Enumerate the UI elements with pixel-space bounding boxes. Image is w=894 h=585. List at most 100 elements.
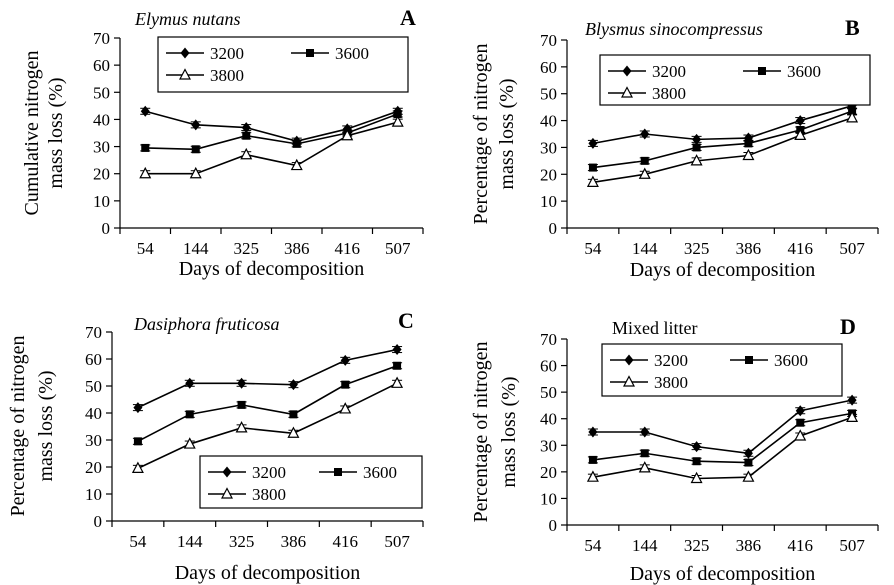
y-tick-label: 60 xyxy=(85,350,102,369)
legend-label-3600: 3600 xyxy=(363,463,397,482)
point-3200-144 xyxy=(191,119,201,131)
x-axis-label: Days of decomposition xyxy=(630,563,816,585)
legend-marker-3600 xyxy=(745,356,753,364)
legend-marker-3800 xyxy=(621,86,633,98)
point-3800-386 xyxy=(290,158,303,171)
point-3200-325 xyxy=(692,441,702,453)
y-tick-label: 0 xyxy=(549,219,558,238)
legend: 3200 3600 3800 xyxy=(601,343,843,397)
point-3600-507 xyxy=(393,110,402,118)
series-line-3600 xyxy=(592,412,853,464)
y-tick-label: 10 xyxy=(93,192,110,211)
point-3600-325 xyxy=(692,457,701,466)
legend-box xyxy=(157,36,409,93)
panel-b: 0 10 20 30 40 50 60 70 54 144 325 386 416 507 Days of … xyxy=(470,15,879,281)
x-tick-label: 325 xyxy=(234,239,260,258)
panel-title: Mixed litter xyxy=(612,318,697,338)
legend-marker-3200 xyxy=(180,47,190,59)
legend-marker-3800 xyxy=(179,68,191,80)
point-3800-325 xyxy=(235,421,248,433)
series-line-3200 xyxy=(592,399,853,455)
point-3800-54 xyxy=(586,175,599,187)
point-3800-507 xyxy=(846,111,859,123)
x-tick-label: 507 xyxy=(839,536,865,555)
y-axis-label: mass loss (%) xyxy=(496,78,518,189)
x-tick-label: 386 xyxy=(736,536,762,555)
point-3600-325 xyxy=(692,143,701,152)
panel-title: Blysmus sinocompressus xyxy=(585,19,763,39)
point-3800-416 xyxy=(341,128,354,141)
point-3800-325 xyxy=(690,471,703,484)
x-tick-label: 416 xyxy=(333,532,359,551)
point-3200-507 xyxy=(392,344,402,356)
x-axis-label: Days of decomposition xyxy=(179,258,365,280)
point-3800-416 xyxy=(794,128,807,140)
legend-marker-3200 xyxy=(222,466,232,478)
legend-label-3200: 3200 xyxy=(652,62,686,81)
point-3800-144 xyxy=(638,461,651,473)
legend-marker-3200 xyxy=(622,65,632,77)
point-3800-507 xyxy=(391,376,404,388)
y-tick-label: 0 xyxy=(94,512,103,531)
y-axis-label: mass loss (%) xyxy=(45,77,67,188)
point-3600-386 xyxy=(292,139,301,148)
point-3800-144 xyxy=(638,167,651,179)
x-tick-label: 325 xyxy=(684,536,710,555)
y-axis-label: Percentage of nitrogen xyxy=(7,335,29,516)
point-3200-144 xyxy=(640,128,650,140)
legend: 3200 3600 3800 xyxy=(199,455,423,509)
y-tick-label: 30 xyxy=(540,436,557,455)
point-3600-325 xyxy=(242,131,251,140)
point-3600-386 xyxy=(289,410,298,419)
legend-label-3800: 3800 xyxy=(654,373,688,392)
x-tick-label: 416 xyxy=(788,536,814,555)
x-tick-label: 144 xyxy=(632,239,658,258)
legend-marker-3200 xyxy=(624,354,634,366)
panel-letter: C xyxy=(398,308,414,333)
y-tick-label: 20 xyxy=(93,165,110,184)
series-line-3200 xyxy=(145,110,399,142)
point-3800-416 xyxy=(339,402,352,414)
y-tick-label: 70 xyxy=(540,31,557,50)
point-3600-144 xyxy=(640,449,649,458)
point-3200-416 xyxy=(340,354,350,366)
point-3200-54 xyxy=(133,402,143,414)
y-tick-label: 50 xyxy=(93,83,110,102)
point-3200-386 xyxy=(288,379,298,391)
y-tick-label: 40 xyxy=(540,410,557,429)
point-3800-386 xyxy=(742,148,755,161)
point-3200-325 xyxy=(237,377,247,389)
point-3800-386 xyxy=(742,470,755,482)
panel-c: 0 10 20 30 40 50 60 70 54 144 325 386 416 507 Days of … xyxy=(7,308,424,584)
point-3800-144 xyxy=(183,437,196,449)
point-3200-325 xyxy=(692,133,702,145)
series-line-3600 xyxy=(137,364,398,443)
point-3800-325 xyxy=(690,154,703,166)
point-3800-54 xyxy=(586,470,599,482)
series-line-3800 xyxy=(145,121,398,175)
legend: 3200 3600 3800 xyxy=(157,36,409,93)
point-3600-325 xyxy=(237,400,246,409)
x-axis-label: Days of decomposition xyxy=(175,562,361,584)
point-3800-54 xyxy=(131,461,144,473)
y-tick-label: 20 xyxy=(540,165,557,184)
y-tick-label: 20 xyxy=(540,463,557,482)
series-line-3200 xyxy=(137,348,398,409)
panel-letter: A xyxy=(400,5,416,30)
point-3600-416 xyxy=(341,380,350,389)
y-tick-label: 40 xyxy=(85,404,102,423)
point-3600-416 xyxy=(796,418,805,427)
y-tick-label: 10 xyxy=(85,485,102,504)
y-tick-label: 0 xyxy=(549,516,558,535)
y-tick-label: 60 xyxy=(540,58,557,77)
y-axis-label: Percentage of nitrogen xyxy=(470,341,492,522)
x-tick-label: 386 xyxy=(736,239,762,258)
x-tick-label: 507 xyxy=(385,239,411,258)
series-line-3800 xyxy=(592,416,853,480)
y-axis-label: mass loss (%) xyxy=(498,376,520,487)
x-tick-label: 507 xyxy=(839,239,865,258)
x-tick-label: 144 xyxy=(632,536,658,555)
point-3200-325 xyxy=(241,122,251,134)
point-3200-507 xyxy=(847,394,857,406)
